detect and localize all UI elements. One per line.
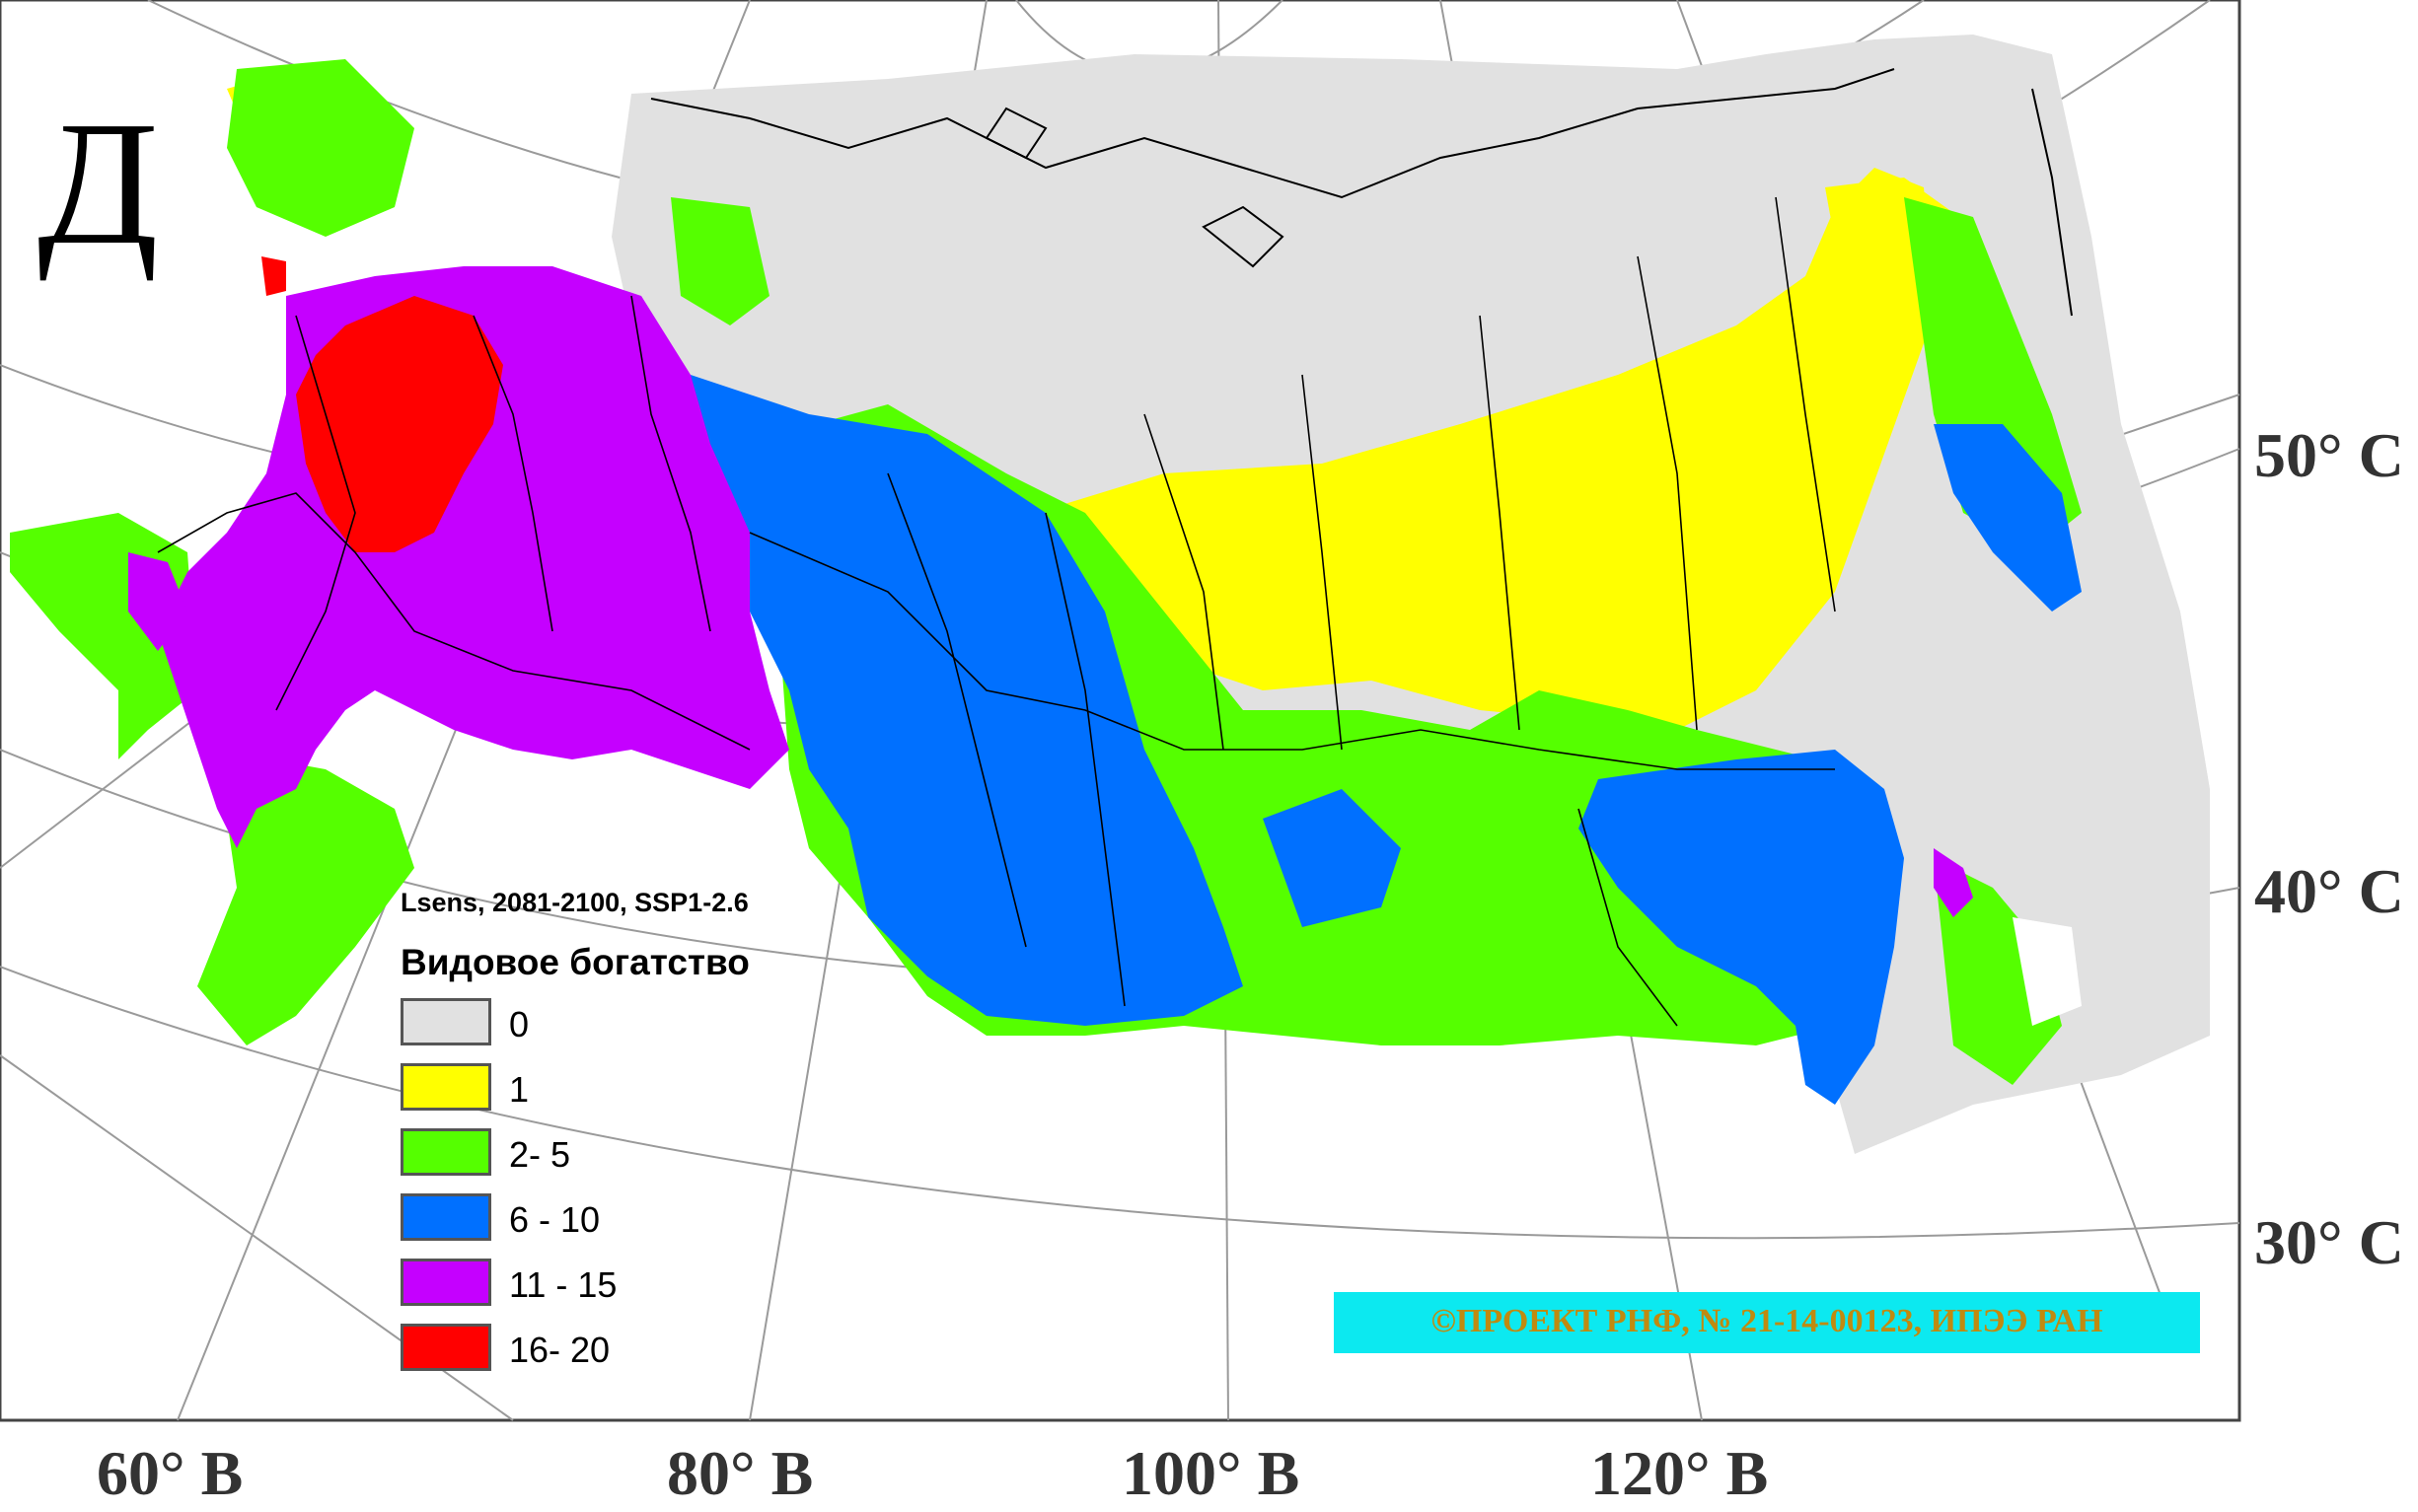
zone-11-15-sakhalin <box>1934 848 1973 917</box>
zone-6-10-amur <box>1578 750 1904 1105</box>
longitude-label-120: 120° В <box>1590 1438 1769 1508</box>
parallel-30 <box>0 966 2240 1240</box>
legend-swatch <box>401 1193 491 1241</box>
zone-1-siberia <box>1036 168 1934 730</box>
longitude-label-80: 80° В <box>667 1438 814 1508</box>
legend-label: 0 <box>509 1004 530 1044</box>
zone-2-5-kola <box>227 59 414 237</box>
legend-label: 6 - 10 <box>509 1199 601 1240</box>
zone-white-sea-of-japan <box>2013 917 2082 1026</box>
legend-label: 2- 5 <box>509 1134 571 1175</box>
credit-banner: ©ПРОЕКТ РНФ, № 21-14-00123, ИПЭЭ РАН <box>1334 1292 2200 1353</box>
legend-label: 11 - 15 <box>509 1264 618 1305</box>
zone-2-5-white-sea <box>671 197 769 325</box>
zone-11-15-baltic <box>128 552 187 651</box>
legend-title: Видовое богатство <box>401 942 750 982</box>
zone-2-5-japan <box>1934 858 2062 1085</box>
latitude-label-40: 40° С <box>2254 856 2404 926</box>
latitude-label-50: 50° С <box>2254 420 2404 490</box>
zone-16-20-karelia <box>261 256 286 296</box>
legend-swatch <box>401 1324 491 1371</box>
longitude-label-100: 100° В <box>1122 1438 1300 1508</box>
legend-label: 1 <box>509 1069 530 1110</box>
legend-swatch <box>401 1063 491 1111</box>
zone-2-5-caucasus <box>197 750 414 1045</box>
panel-letter: Д <box>37 85 159 281</box>
longitude-label-60: 60° В <box>97 1438 244 1508</box>
coastline <box>650 68 2073 317</box>
region-borders <box>157 196 1836 1027</box>
legend-swatch <box>401 998 491 1045</box>
legend-subtitle: Lsens, 2081-2100, SSP1-2.6 <box>401 888 749 917</box>
legend-swatch <box>401 1259 491 1306</box>
zone-6-10-baikal <box>1263 789 1401 927</box>
zone-6-10-kamchatka <box>1934 424 2082 612</box>
latitude-label-30: 30° С <box>2254 1207 2404 1277</box>
legend-label: 16- 20 <box>509 1330 611 1370</box>
credit-text: ©ПРОЕКТ РНФ, № 21-14-00123, ИПЭЭ РАН <box>1430 1303 2103 1339</box>
zone-6-10-west-siberia <box>691 375 1243 1026</box>
legend-swatch <box>401 1128 491 1176</box>
